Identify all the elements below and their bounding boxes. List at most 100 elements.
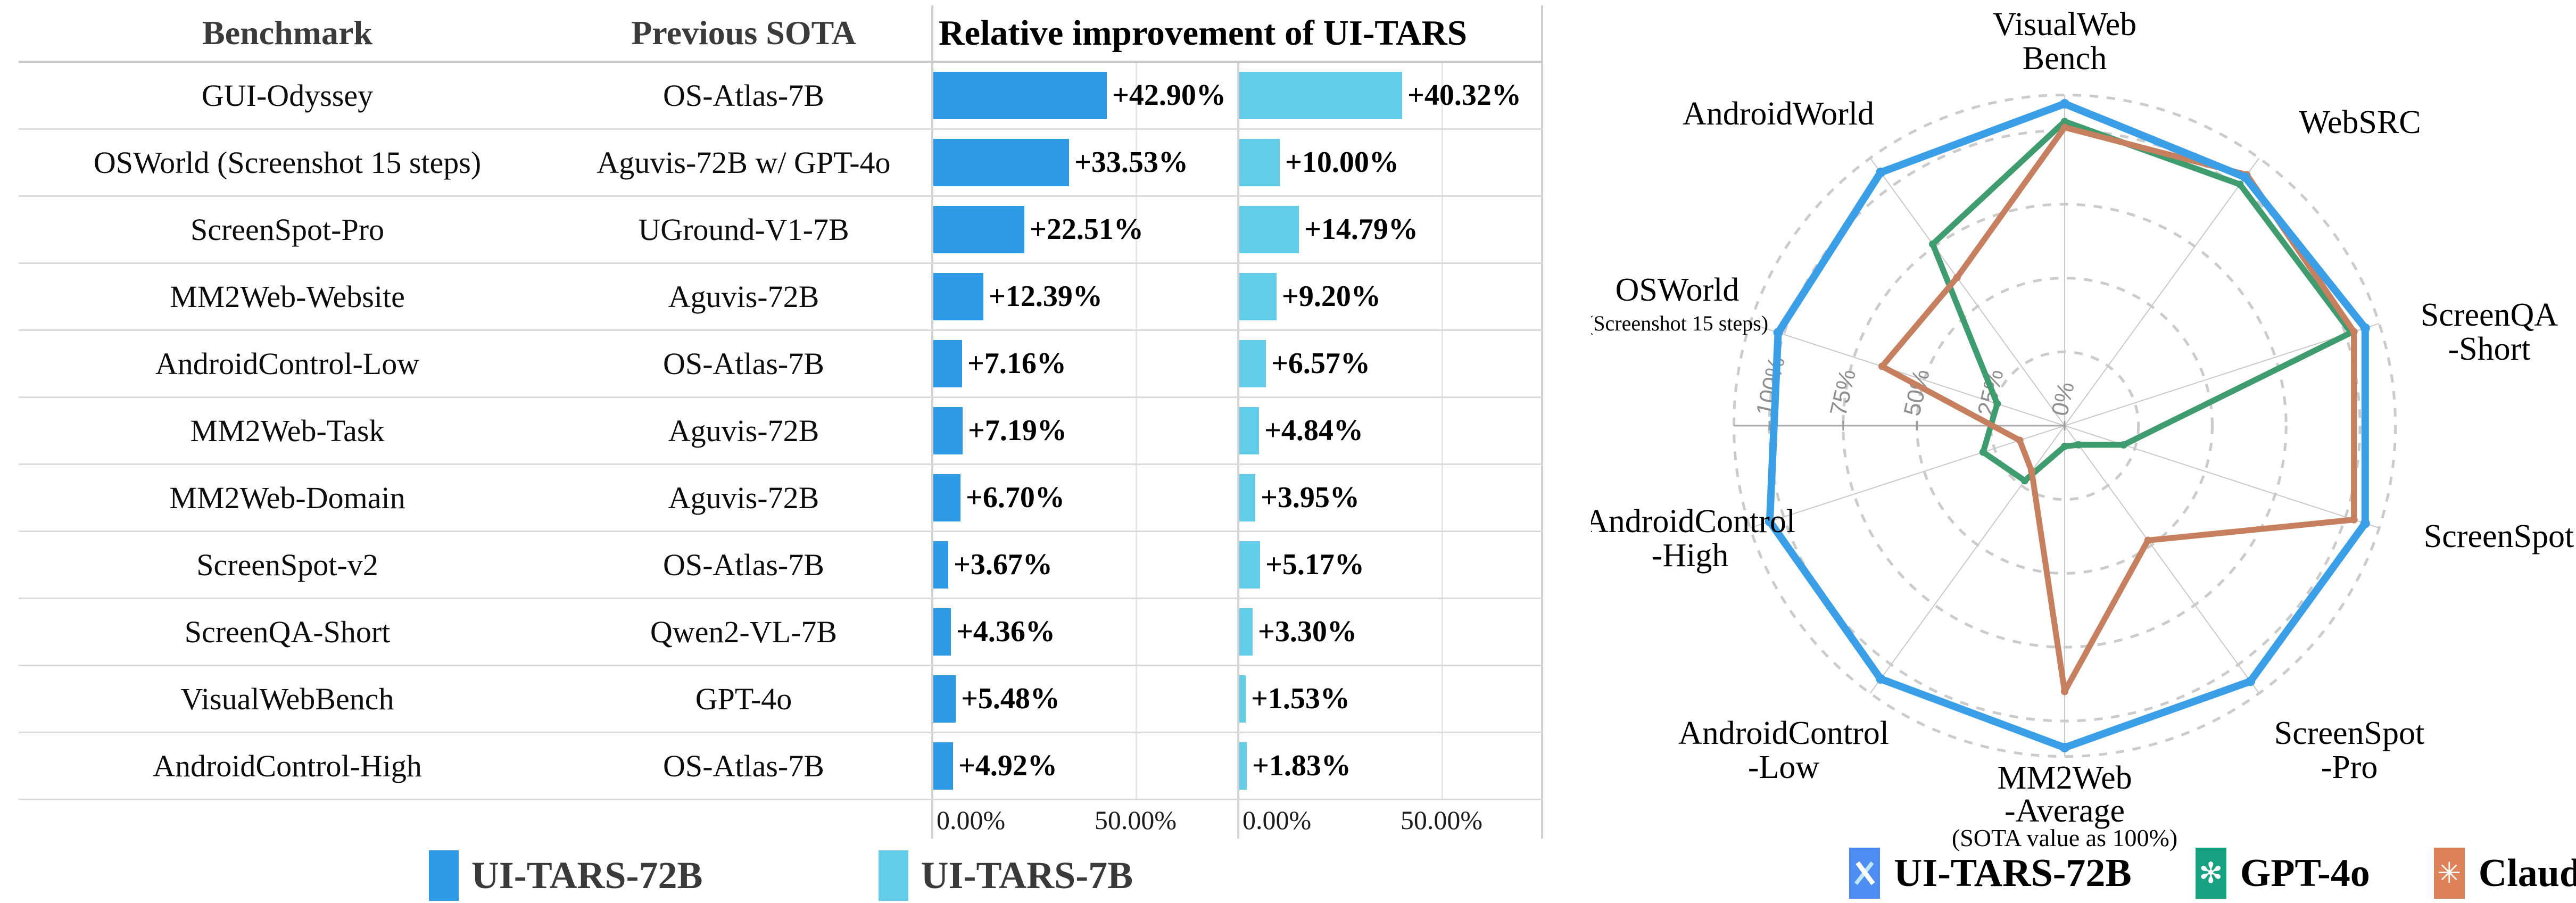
previous-sota-name: GPT-4o (695, 682, 792, 716)
radar-legend-item-UI-TARS-72B: UI-TARS-72B (1849, 848, 2132, 899)
bar-value-label: +4.84% (1264, 414, 1363, 447)
bar-cell-uitars-72b: +33.53% (931, 130, 1237, 195)
previous-sota-name: OS-Atlas-7B (663, 346, 824, 381)
bar-cell-uitars-72b: +4.92% (931, 733, 1237, 799)
radar-tick-label: 75% (1825, 367, 1861, 418)
bar-cell-uitars-72b: +5.48% (931, 666, 1237, 732)
bar-value-label: +33.53% (1074, 146, 1188, 179)
bar-value-label: +22.51% (1030, 213, 1144, 246)
previous-sota-name: UGround-V1-7B (638, 212, 849, 247)
table-header-row: Benchmark Previous SOTA Relative improve… (19, 5, 1543, 63)
previous-sota-name: Aguvis-72B w/ GPT-4o (597, 145, 891, 180)
table-row: MM2Web-Website Aguvis-72B +12.39% +9.20% (19, 264, 1543, 331)
gridline-50pct (1442, 733, 1443, 799)
gridline-50pct (1442, 197, 1443, 262)
bar-value-label: +7.16% (967, 347, 1066, 380)
benchmark-name: VisualWebBench (180, 682, 394, 716)
gridline-50pct (1442, 532, 1443, 598)
benchmark-name: ScreenSpot-Pro (190, 212, 385, 247)
bar-uitars-7b (1239, 541, 1260, 589)
radar-legend-item-Claude: ✳ Claude (2433, 848, 2576, 899)
benchmark-name: ScreenSpot-v2 (196, 548, 378, 582)
bar-cell-uitars-7b: +3.95% (1237, 465, 1543, 531)
axis-tick-zero: 0.00% (1243, 805, 1312, 835)
bar-value-label: +9.20% (1282, 280, 1381, 313)
gridline-50pct (1136, 264, 1137, 329)
bar-cell-uitars-7b: +10.00% (1237, 130, 1543, 195)
bar-value-label: +40.32% (1407, 79, 1521, 112)
improvement-table: Benchmark Previous SOTA Relative improve… (19, 5, 1543, 901)
bar-chart-legend: UI-TARS-72B UI-TARS-7B (19, 850, 1543, 901)
gridline-50pct (1136, 666, 1137, 732)
benchmark-name: AndroidControl-High (153, 749, 422, 783)
benchmark-name: GUI-Odyssey (201, 78, 374, 113)
table-row: MM2Web-Domain Aguvis-72B +6.70% +3.95% (19, 465, 1543, 532)
bar-axis-row: 0.00% 50.00% 0.00% 50.00% (19, 800, 1543, 839)
bar-value-label: +6.70% (966, 481, 1065, 514)
previous-sota-name: OS-Atlas-7B (663, 548, 824, 582)
radar-chart: 0%25%50%75%100%VisualWeb BenchWebSRCScree… (1585, 6, 2574, 851)
benchmark-name: MM2Web-Website (170, 279, 405, 314)
radar-legend-label-GPT-4o: GPT-4o (2240, 851, 2370, 895)
bar-cell-uitars-7b: +4.84% (1237, 398, 1543, 463)
bar-cell-uitars-72b: +7.16% (931, 331, 1237, 396)
bar-cell-uitars-7b: +3.30% (1237, 599, 1543, 665)
bar-uitars-7b (1239, 72, 1402, 119)
bar-uitars-7b (1239, 139, 1280, 186)
col-header-relative-improvement: Relative improvement of UI-TARS (931, 5, 1543, 61)
radar-legend-swatch-UI-TARS-72B (1849, 848, 1880, 899)
table-row: ScreenQA-Short Qwen2-VL-7B +4.36% +3.30% (19, 599, 1543, 666)
table-row: ScreenSpot-v2 OS-Atlas-7B +3.67% +5.17% (19, 532, 1543, 599)
bar-value-label: +1.53% (1251, 682, 1350, 715)
radar-axis-label-AndroidControl-High: AndroidControl -High (1591, 503, 1795, 574)
radar-legend-swatch-Claude: ✳ (2433, 848, 2465, 899)
radar-legend-label-Claude: Claude (2478, 851, 2576, 895)
previous-sota-name: OS-Atlas-7B (663, 749, 824, 783)
radar-chart-legend: UI-TARS-72B ✻ GPT-4o ✳ Claude (1849, 848, 2576, 899)
radar-axis-label-AndroidControl-Low: AndroidControl -Low (1678, 715, 1889, 785)
bar-uitars-72b (933, 742, 953, 790)
benchmark-name: MM2Web-Task (190, 413, 385, 448)
benchmark-name: ScreenQA-Short (184, 615, 391, 649)
benchmark-name: AndroidControl-Low (155, 346, 420, 381)
bar-uitars-7b (1239, 742, 1247, 790)
bar-uitars-72b (933, 72, 1107, 119)
bar-uitars-72b (933, 273, 983, 320)
table-row: AndroidControl-Low OS-Atlas-7B +7.16% +6… (19, 331, 1543, 398)
bar-cell-uitars-7b: +14.79% (1237, 197, 1543, 262)
bar-value-label: +6.57% (1271, 347, 1370, 380)
gridline-50pct (1136, 733, 1137, 799)
bar-uitars-7b (1239, 407, 1259, 454)
gridline-50pct (1136, 398, 1137, 463)
radar-axis-label-ScreenSpot: ScreenSpot (2424, 518, 2574, 554)
gridline-50pct (1136, 599, 1137, 665)
bar-cell-uitars-7b: +9.20% (1237, 264, 1543, 329)
openai-logo-icon: ✻ (2199, 856, 2223, 890)
gridline-50pct (1442, 599, 1443, 665)
bar-cell-uitars-72b: +6.70% (931, 465, 1237, 531)
bar-cell-uitars-72b: +4.36% (931, 599, 1237, 665)
bar-uitars-72b (933, 407, 963, 454)
radar-legend-item-GPT-4o: ✻ GPT-4o (2195, 848, 2370, 899)
bar-cell-uitars-72b: +42.90% (931, 63, 1237, 128)
previous-sota-name: Aguvis-72B (668, 279, 819, 314)
bar-uitars-7b (1239, 608, 1253, 656)
bar-cell-uitars-72b: +12.39% (931, 264, 1237, 329)
bar-cell-uitars-7b: +40.32% (1237, 63, 1543, 128)
gridline-50pct (1136, 130, 1137, 195)
bar-cell-uitars-7b: +5.17% (1237, 532, 1543, 598)
bar-value-label: +3.67% (954, 548, 1053, 581)
col-header-previous-sota: Previous SOTA (631, 14, 856, 52)
axis-tick-fifty: 50.00% (1400, 805, 1483, 835)
legend-swatch-uitars-72b-icon (428, 850, 459, 901)
axis-tick-fifty: 50.00% (1094, 805, 1177, 835)
legend-label-uitars-7b: UI-TARS-7B (921, 854, 1133, 897)
table-body: GUI-Odyssey OS-Atlas-7B +42.90% +40.32% … (19, 63, 1543, 800)
bar-value-label: +3.30% (1258, 615, 1357, 648)
radar-legend-swatch-GPT-4o: ✻ (2195, 848, 2226, 899)
axis-uitars72b: 0.00% 50.00% (931, 800, 1237, 839)
gridline-50pct (1136, 197, 1137, 262)
table-row: VisualWebBench GPT-4o +5.48% +1.53% (19, 666, 1543, 733)
bar-value-label: +5.48% (961, 682, 1060, 715)
